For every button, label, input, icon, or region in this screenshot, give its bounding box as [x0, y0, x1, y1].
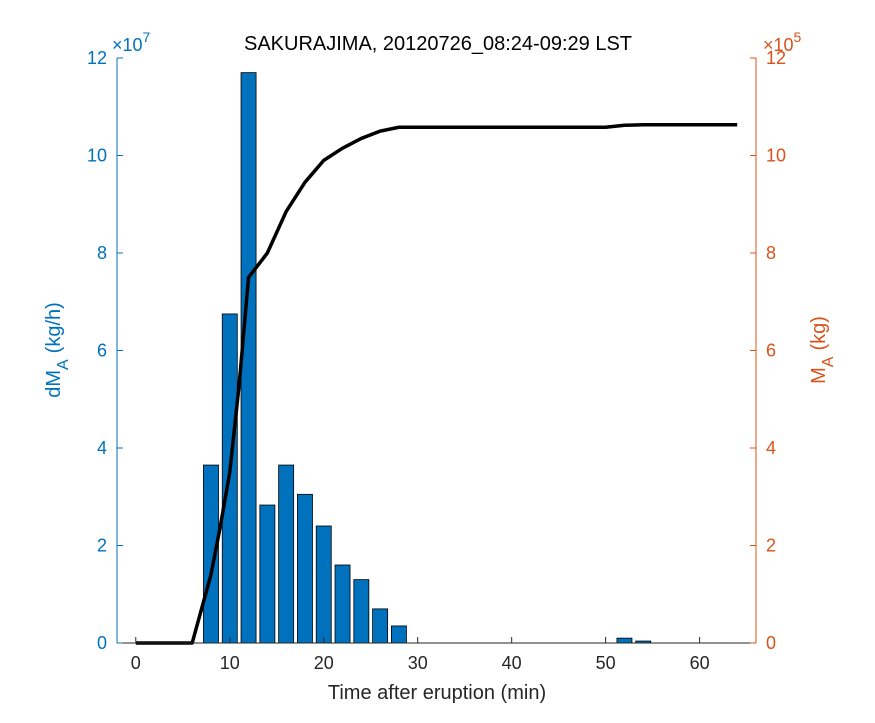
right-tick-label: 6 [766, 341, 776, 361]
bar [278, 464, 295, 644]
right-axis-exponent: ×105 [763, 29, 802, 55]
right-tick-label: 8 [766, 243, 776, 263]
x-tick-label: 40 [502, 653, 522, 673]
bar [372, 608, 389, 644]
chart-title: SAKURAJIMA, 20120726_08:24-09:29 LST [244, 33, 632, 55]
left-tick-label: 12 [87, 48, 107, 68]
bar [390, 625, 407, 644]
right-tick-label: 0 [766, 633, 776, 653]
left-tick-label: 10 [87, 146, 107, 166]
right-tick-label: 2 [766, 536, 776, 556]
bar [297, 493, 313, 644]
bar [353, 579, 370, 644]
left-tick-label: 4 [97, 438, 107, 458]
x-tick-label: 30 [408, 653, 428, 673]
left-tick-label: 2 [97, 536, 107, 556]
right-tick-label: 4 [766, 438, 776, 458]
x-axis-title: Time after eruption (min) [328, 682, 546, 704]
right-tick-label: 12 [766, 48, 786, 68]
bar [259, 504, 276, 644]
x-tick-label: 0 [131, 653, 141, 673]
left-y-axis-title: dMA(kg/h) [43, 302, 72, 398]
right-y-axis-ticks: 0 2 4 6 8 10 12 [750, 48, 786, 653]
left-tick-label: 0 [97, 633, 107, 653]
x-tick-label: 20 [314, 653, 334, 673]
left-y-axis-ticks: 0 2 4 6 8 10 12 [87, 48, 123, 653]
x-tick-label: 50 [596, 653, 616, 673]
x-axis-ticks: 0 10 20 30 40 50 60 [131, 637, 710, 673]
bar [315, 525, 332, 644]
left-tick-label: 6 [97, 341, 107, 361]
right-y-axis-title: MA(kg) [808, 316, 837, 384]
cumulative-line [135, 123, 738, 645]
x-tick-label: 60 [690, 653, 710, 673]
left-tick-label: 8 [97, 243, 107, 263]
bar [240, 72, 257, 644]
bar [334, 564, 351, 644]
line-series [135, 123, 738, 645]
x-tick-label: 10 [220, 653, 240, 673]
bar [616, 637, 633, 644]
right-tick-label: 10 [766, 146, 786, 166]
left-axis-exponent: ×107 [112, 29, 151, 55]
